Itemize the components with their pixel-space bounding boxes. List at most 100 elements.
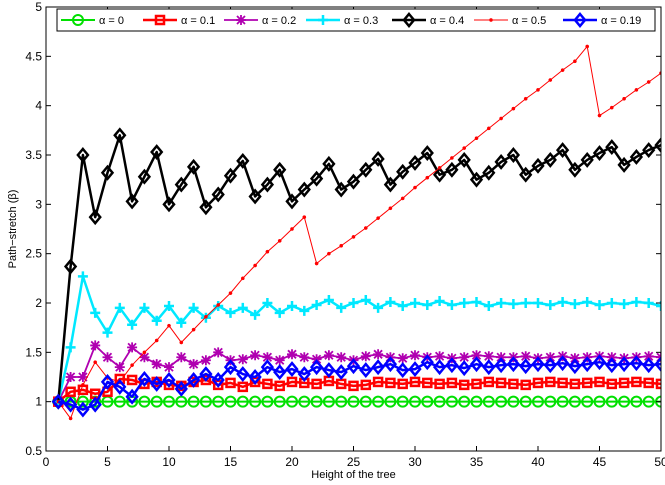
data-point bbox=[396, 163, 410, 180]
data-point bbox=[433, 395, 446, 408]
data-point bbox=[211, 372, 225, 388]
data-point bbox=[655, 378, 661, 390]
data-point bbox=[494, 357, 508, 374]
data-point bbox=[531, 157, 545, 174]
data-point bbox=[72, 14, 84, 26]
data-point bbox=[519, 395, 532, 408]
data-point bbox=[594, 299, 605, 310]
data-point bbox=[351, 235, 356, 239]
data-point bbox=[223, 359, 238, 376]
data-point bbox=[372, 376, 384, 388]
data-point bbox=[496, 298, 507, 308]
data-point bbox=[470, 395, 483, 408]
data-point bbox=[130, 363, 134, 368]
data-point bbox=[346, 173, 361, 190]
y-tick-label: 2 bbox=[35, 296, 42, 310]
data-point bbox=[483, 351, 494, 362]
data-point bbox=[605, 139, 619, 156]
data-point bbox=[334, 181, 348, 198]
legend-entry: α = 0.2 bbox=[224, 15, 296, 27]
data-point bbox=[179, 340, 184, 345]
data-point bbox=[400, 196, 405, 201]
data-point bbox=[585, 44, 590, 49]
data-point bbox=[299, 305, 310, 316]
data-point bbox=[277, 238, 282, 243]
data-point bbox=[434, 296, 445, 307]
data-point bbox=[482, 359, 496, 376]
data-point bbox=[151, 315, 162, 326]
x-tick-label: 25 bbox=[347, 455, 361, 469]
series-0-4 bbox=[51, 127, 661, 410]
series-0-3 bbox=[53, 271, 661, 407]
data-point bbox=[323, 350, 334, 361]
data-point bbox=[536, 88, 540, 92]
data-point bbox=[274, 380, 285, 392]
data-point bbox=[486, 126, 491, 131]
data-point bbox=[592, 145, 607, 161]
data-point bbox=[495, 395, 508, 408]
data-point bbox=[580, 151, 594, 168]
data-point bbox=[581, 377, 593, 389]
data-point bbox=[396, 362, 410, 379]
data-point bbox=[336, 302, 347, 313]
y-tick-label: 0.5 bbox=[25, 444, 42, 458]
data-point bbox=[164, 362, 174, 373]
data-point bbox=[126, 374, 138, 386]
legend-entry: α = 0.5 bbox=[474, 15, 546, 27]
data-point bbox=[90, 307, 101, 318]
y-tick-label: 4.5 bbox=[25, 49, 42, 63]
data-point bbox=[555, 142, 570, 159]
x-tick-label: 40 bbox=[531, 455, 545, 469]
legend-entry: α = 0.19 bbox=[563, 12, 641, 28]
data-point bbox=[471, 297, 482, 308]
data-point bbox=[187, 395, 200, 408]
legend-entry: α = 0 bbox=[61, 14, 124, 27]
data-point bbox=[309, 359, 324, 376]
legend-label: α = 0.1 bbox=[181, 15, 215, 27]
data-point bbox=[462, 146, 467, 150]
data-point bbox=[458, 379, 470, 391]
series-0-19 bbox=[51, 354, 661, 418]
data-point bbox=[631, 376, 642, 388]
data-point bbox=[322, 362, 336, 379]
data-point bbox=[594, 376, 605, 388]
data-point bbox=[533, 298, 543, 308]
data-point bbox=[568, 161, 582, 178]
data-point bbox=[520, 298, 531, 308]
data-point bbox=[622, 96, 626, 101]
data-point bbox=[531, 356, 545, 373]
data-point bbox=[582, 297, 593, 308]
data-point bbox=[372, 395, 385, 408]
data-point bbox=[249, 395, 262, 408]
data-point bbox=[548, 78, 553, 82]
data-point bbox=[606, 378, 618, 390]
data-point bbox=[125, 388, 139, 405]
data-point bbox=[506, 147, 521, 163]
data-point bbox=[459, 298, 470, 308]
data-point bbox=[605, 357, 619, 374]
data-point bbox=[174, 176, 188, 193]
data-point bbox=[557, 377, 568, 389]
data-point bbox=[199, 395, 212, 408]
data-point bbox=[274, 307, 285, 318]
data-point bbox=[299, 352, 310, 363]
data-point bbox=[250, 350, 261, 361]
data-point bbox=[397, 300, 408, 311]
data-point bbox=[63, 396, 78, 413]
data-point bbox=[569, 298, 580, 309]
data-point bbox=[359, 161, 373, 178]
data-point bbox=[573, 12, 587, 28]
data-point bbox=[90, 340, 101, 351]
data-point bbox=[543, 357, 557, 374]
data-point bbox=[186, 158, 201, 175]
x-tick-label: 5 bbox=[104, 455, 111, 469]
data-point bbox=[88, 209, 102, 226]
data-point bbox=[339, 243, 344, 248]
x-tick-label: 15 bbox=[224, 455, 238, 469]
data-point bbox=[346, 358, 361, 375]
data-point bbox=[446, 299, 457, 310]
series-line bbox=[58, 360, 661, 411]
data-point bbox=[360, 295, 371, 306]
data-point bbox=[347, 395, 360, 408]
data-point bbox=[314, 261, 319, 266]
